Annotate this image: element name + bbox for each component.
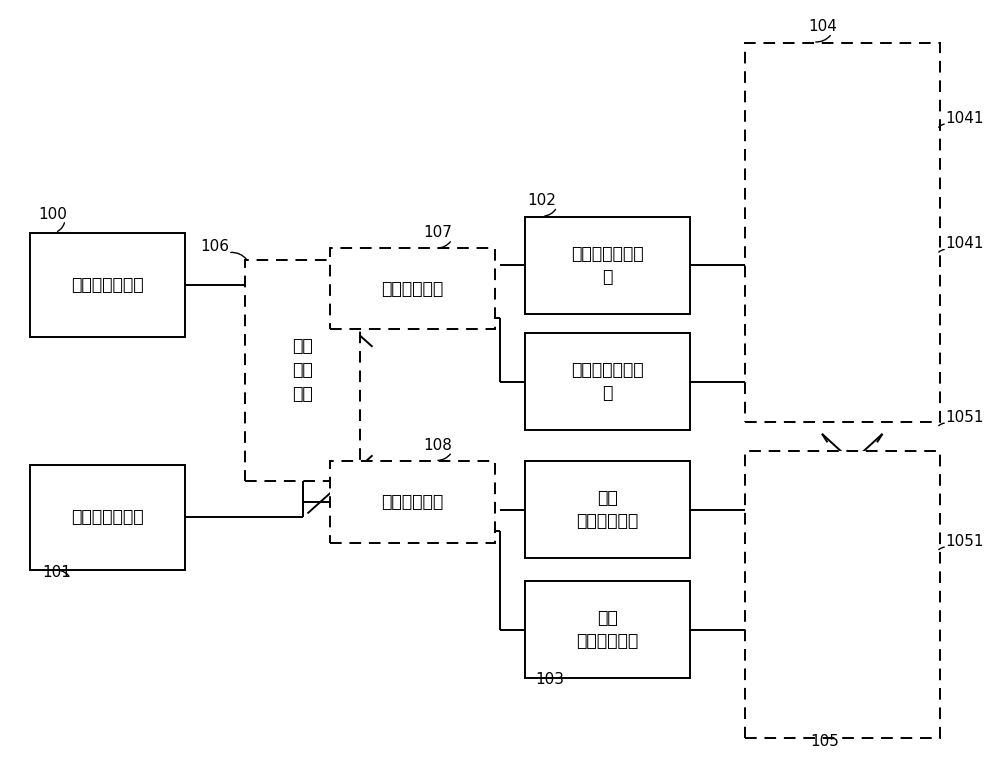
Text: 第一射频发送模
块: 第一射频发送模 块 [571,245,644,286]
Bar [525,461,690,558]
Text: 107: 107 [423,226,452,240]
Text: 第二开关组件: 第二开关组件 [381,280,444,298]
Text: 104: 104 [808,19,837,34]
Bar [525,217,690,314]
Bar [745,43,940,422]
Text: 第二信号发射机: 第二信号发射机 [71,508,144,526]
Text: 第一射频发送模
块: 第一射频发送模 块 [571,361,644,402]
Bar [745,451,940,738]
Text: 103: 103 [535,673,564,687]
Text: 第二
射频发送模块: 第二 射频发送模块 [576,609,639,650]
Text: 1051: 1051 [945,534,984,549]
Text: 1041: 1041 [945,236,984,251]
Bar [330,461,495,542]
Text: 108: 108 [423,438,452,453]
Bar [30,465,185,570]
Text: 101: 101 [42,565,71,580]
Bar [245,260,360,480]
Bar [525,333,690,430]
Text: 第三开关组件: 第三开关组件 [381,493,444,511]
Text: 1051: 1051 [945,410,984,425]
Text: 102: 102 [527,193,556,208]
Bar [330,248,495,329]
Text: 第一
开关
组件: 第一 开关 组件 [292,337,313,403]
Text: 第一信号发射机: 第一信号发射机 [71,276,144,294]
Bar [525,581,690,678]
Bar [30,232,185,337]
Text: 106: 106 [200,239,229,254]
Text: 第二
射频发送模块: 第二 射频发送模块 [576,489,639,530]
Text: 1041: 1041 [945,111,984,126]
Text: 100: 100 [38,207,67,222]
Text: 105: 105 [810,735,839,749]
